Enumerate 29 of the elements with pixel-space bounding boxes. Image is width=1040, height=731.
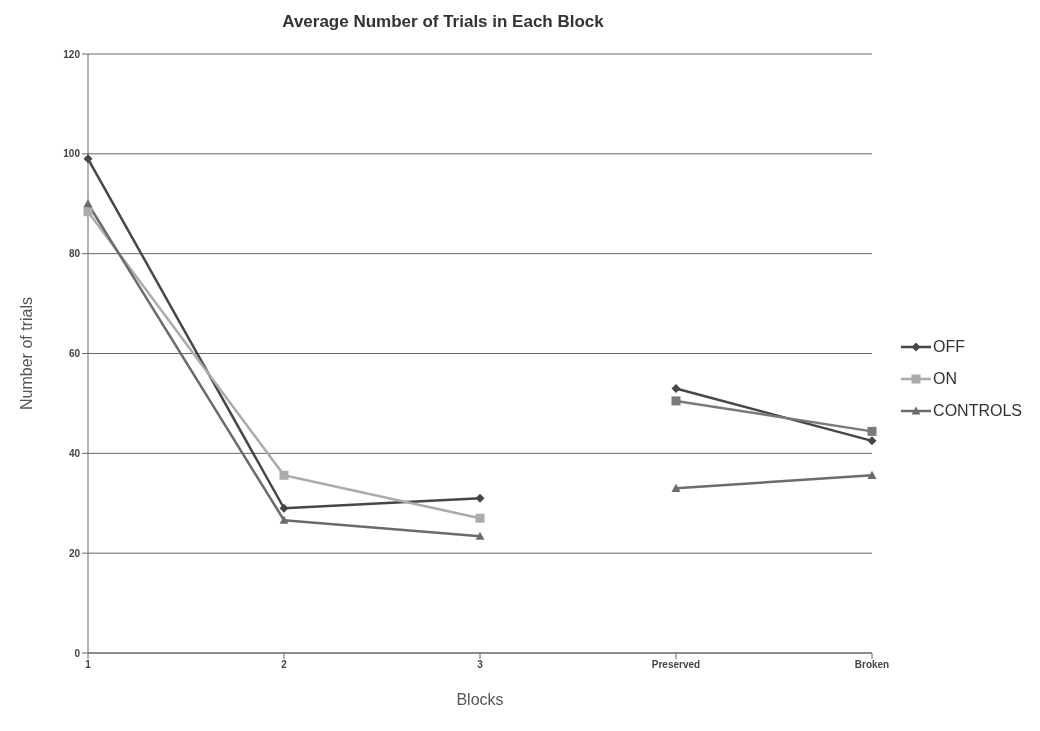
y-tick-label: 0 <box>74 647 81 659</box>
chart-title: Average Number of Trials in Each Block <box>281 12 605 32</box>
x-tick-label: 3 <box>477 659 484 671</box>
x-tick-label: Preserved <box>651 659 701 671</box>
x-tick-label: Broken <box>854 659 890 671</box>
point <box>83 207 93 217</box>
point <box>279 515 289 524</box>
x-tick-label: 2 <box>281 659 288 671</box>
y-tick-label: 120 <box>63 48 81 60</box>
point <box>867 436 877 446</box>
legend-label: ON <box>933 370 958 388</box>
point <box>475 513 485 523</box>
point <box>279 503 289 513</box>
point <box>279 470 289 480</box>
x-axis-title: Blocks <box>456 691 504 708</box>
y-tick-label: 40 <box>68 447 81 459</box>
x-tick-label: 1 <box>85 659 92 671</box>
point <box>671 396 681 406</box>
y-tick-label: 20 <box>68 547 81 559</box>
legend-label: OFF <box>933 338 966 356</box>
y-axis-title: Number of trials <box>17 297 35 410</box>
point <box>867 426 877 436</box>
y-tick-label: 80 <box>68 248 81 260</box>
point <box>475 493 485 503</box>
point <box>671 383 681 393</box>
point <box>475 531 485 540</box>
y-tick-label: 60 <box>68 348 81 360</box>
y-tick-label: 100 <box>63 148 81 160</box>
legend-label: CONTROLS <box>933 402 1022 420</box>
